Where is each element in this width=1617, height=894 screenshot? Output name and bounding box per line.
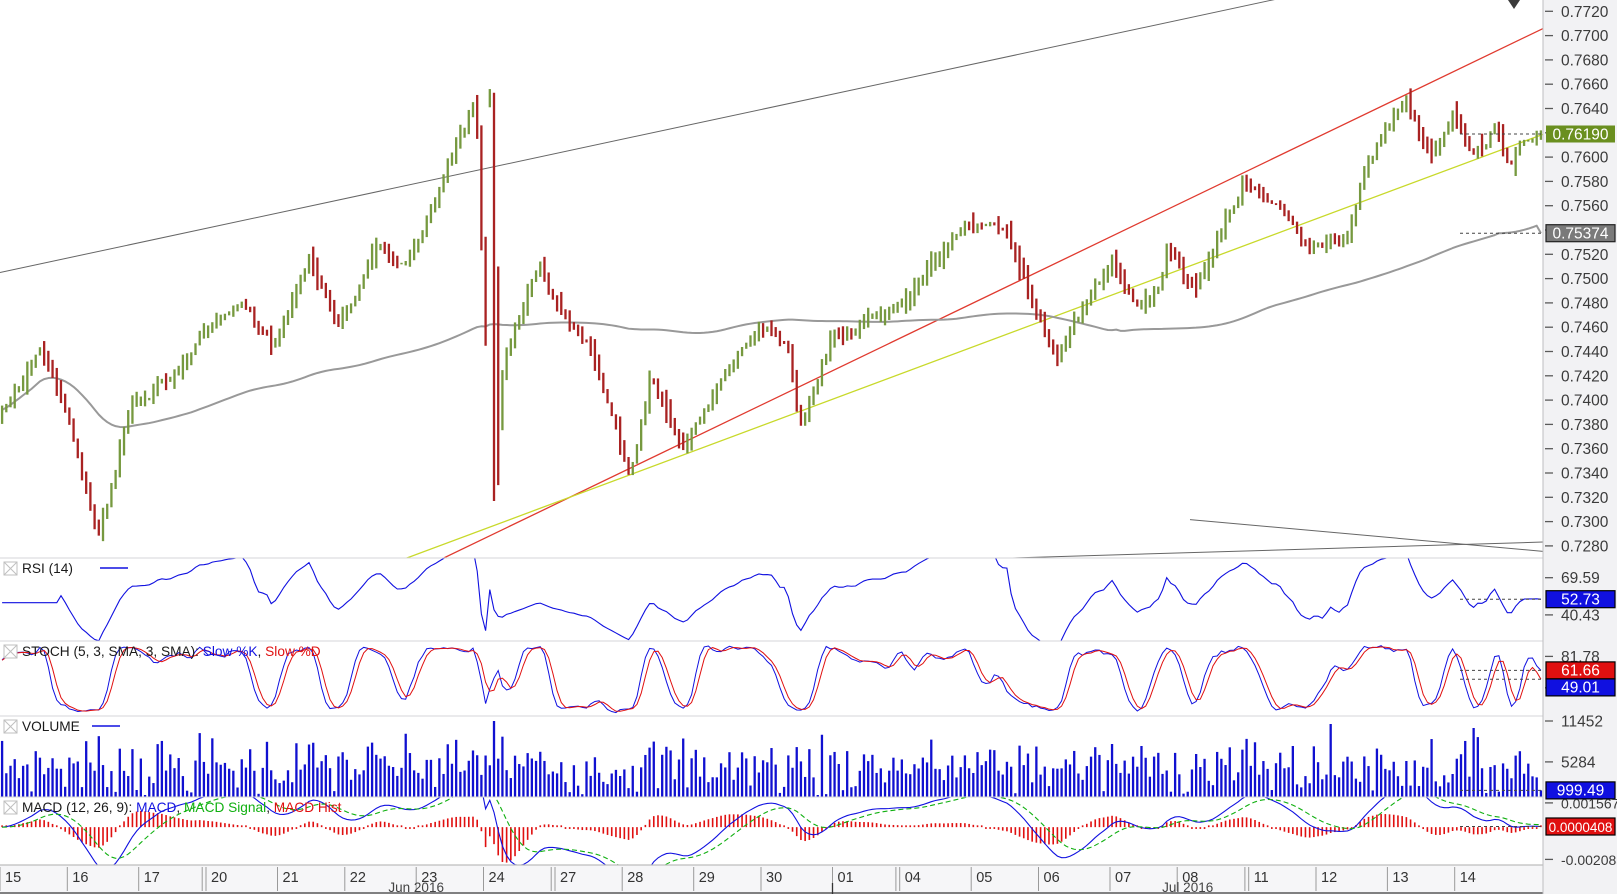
svg-text:0.7460: 0.7460	[1561, 320, 1609, 337]
svg-text:0.7560: 0.7560	[1561, 198, 1609, 215]
svg-text:0.7680: 0.7680	[1561, 52, 1609, 69]
svg-text:69.59: 69.59	[1561, 570, 1600, 587]
svg-text:20: 20	[211, 870, 227, 886]
svg-text:52.73: 52.73	[1561, 592, 1600, 609]
svg-text:0.7340: 0.7340	[1561, 466, 1609, 483]
svg-text:49.01: 49.01	[1561, 680, 1600, 697]
svg-text:5284: 5284	[1561, 754, 1596, 771]
svg-text:11452: 11452	[1561, 714, 1603, 731]
svg-text:MACD (12, 26, 9): MACD, MACD S: MACD (12, 26, 9): MACD, MACD Signal, MAC…	[22, 800, 342, 815]
svg-text:12: 12	[1321, 870, 1337, 886]
svg-text:VOLUME: VOLUME	[22, 719, 80, 734]
svg-text:07: 07	[1115, 870, 1131, 886]
svg-text:14: 14	[1460, 870, 1476, 886]
svg-text:STOCH (5, 3, SMA, 3, SMA): Slo: STOCH (5, 3, SMA, 3, SMA): Slow %K, Slow…	[22, 644, 321, 659]
svg-text:17: 17	[144, 870, 160, 886]
svg-text:0.7440: 0.7440	[1561, 344, 1609, 361]
svg-text:0.76190: 0.76190	[1552, 126, 1608, 143]
svg-text:27: 27	[560, 870, 576, 886]
svg-text:0.7280: 0.7280	[1561, 538, 1609, 555]
svg-text:24: 24	[489, 870, 505, 886]
svg-text:04: 04	[905, 870, 921, 886]
svg-text:Jul 2016: Jul 2016	[1162, 880, 1213, 894]
svg-text:11: 11	[1254, 870, 1269, 886]
svg-text:0.7600: 0.7600	[1561, 150, 1609, 167]
svg-text:0.7480: 0.7480	[1561, 295, 1609, 312]
svg-text:0.7580: 0.7580	[1561, 174, 1609, 191]
svg-text:0.75374: 0.75374	[1552, 226, 1608, 243]
svg-text:40.43: 40.43	[1561, 607, 1600, 624]
svg-text:28: 28	[627, 870, 643, 886]
svg-text:0.7500: 0.7500	[1561, 271, 1609, 288]
svg-text:0.7660: 0.7660	[1561, 77, 1609, 94]
svg-text:0.7300: 0.7300	[1561, 514, 1609, 531]
svg-text:0.7320: 0.7320	[1561, 490, 1609, 507]
svg-text:13: 13	[1392, 870, 1408, 886]
svg-text:0.7640: 0.7640	[1561, 101, 1609, 118]
svg-text:15: 15	[5, 870, 21, 886]
svg-text:21: 21	[283, 870, 299, 886]
svg-text:29: 29	[699, 870, 715, 886]
svg-text:01: 01	[838, 870, 854, 886]
svg-text:-0.0020850: -0.0020850	[1561, 852, 1617, 868]
svg-text:0.7400: 0.7400	[1561, 393, 1609, 410]
svg-text:30: 30	[766, 870, 782, 886]
svg-text:22: 22	[350, 870, 366, 886]
svg-text:0.7720: 0.7720	[1561, 4, 1609, 21]
svg-text:05: 05	[976, 870, 992, 886]
svg-text:0.7360: 0.7360	[1561, 441, 1609, 458]
svg-text:16: 16	[72, 870, 88, 886]
svg-text:0.7420: 0.7420	[1561, 368, 1609, 385]
svg-text:RSI (14): RSI (14)	[22, 561, 73, 576]
svg-text:Jun 2016: Jun 2016	[388, 880, 444, 894]
svg-text:0.7380: 0.7380	[1561, 417, 1609, 434]
svg-text:0.7700: 0.7700	[1561, 28, 1609, 45]
svg-text:06: 06	[1044, 870, 1060, 886]
svg-text:0.0000408: 0.0000408	[1549, 820, 1613, 835]
svg-text:0.0015674: 0.0015674	[1561, 795, 1617, 811]
svg-text:0.7520: 0.7520	[1561, 247, 1609, 264]
svg-text:61.66: 61.66	[1561, 663, 1600, 680]
